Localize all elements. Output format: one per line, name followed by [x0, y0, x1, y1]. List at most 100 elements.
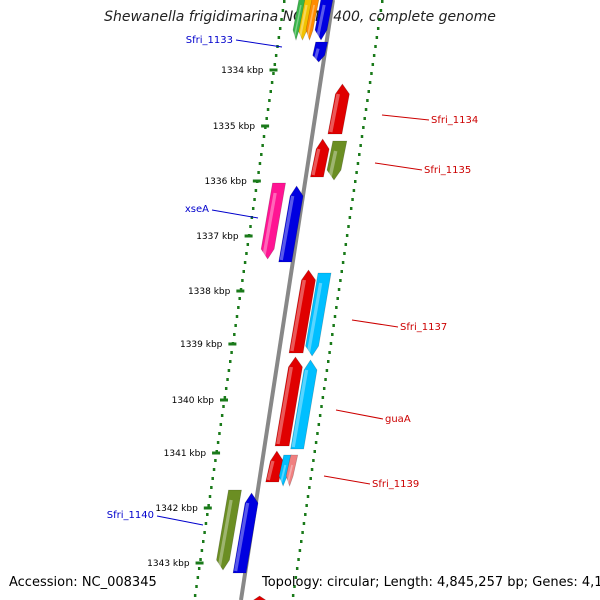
left-tick-dot — [278, 27, 282, 30]
gene-label-sfri_1135[interactable]: Sfri_1135 — [424, 165, 471, 176]
gene-bar-xsea-blue-shine — [279, 195, 295, 261]
right-tick-dot — [294, 576, 298, 579]
right-tick-dot — [324, 378, 327, 381]
backbone-line — [239, 0, 335, 600]
right-tick-dot — [348, 216, 352, 219]
left-tick-dot — [222, 405, 225, 408]
left-tick-dot — [197, 567, 201, 570]
right-tick-dot — [358, 153, 361, 156]
left-tick-dot — [210, 486, 213, 489]
right-tick-dot — [351, 198, 354, 201]
right-tick-dot — [325, 369, 329, 372]
gene-bar-top-green-shine — [293, 4, 302, 39]
gene-bar-sfri1135-shine — [328, 150, 338, 179]
right-tick-dot — [360, 135, 364, 138]
gene-bar-bottom-red — [253, 595, 267, 600]
kbp-label: 1343 kbp — [147, 559, 190, 569]
gene-leader-line — [381, 114, 430, 121]
gene-label-sfri_1139[interactable]: Sfri_1139 — [372, 479, 419, 490]
kbp-label: 1339 kbp — [180, 340, 223, 350]
gene-label-xsea[interactable]: xseA — [185, 204, 209, 215]
right-tick-dot — [314, 441, 318, 444]
gene-bar-pink-small — [285, 454, 299, 487]
right-tick-dot — [341, 261, 345, 264]
right-tick-dot — [308, 486, 311, 489]
left-tick-dot — [200, 549, 204, 552]
left-tick-dot — [203, 531, 206, 534]
right-tick-dot — [345, 234, 349, 237]
right-tick-dot — [312, 459, 315, 462]
backbone — [239, 0, 335, 600]
gene-bar-xsea-blue — [278, 185, 304, 263]
kbp-label: 1338 kbp — [188, 287, 231, 297]
gene-bar-sfri1137-cyan — [305, 272, 332, 357]
kbp-major-tick — [195, 561, 204, 565]
gene-bar-top-yellow-shine — [298, 4, 308, 39]
left-tick-dot — [207, 504, 210, 507]
left-tick-dot — [272, 72, 275, 75]
gene-bar-sfri1137-red-shape — [288, 269, 316, 354]
right-tick-dot — [336, 297, 339, 300]
left-tick-dot — [258, 162, 262, 165]
gene-bar-red-small-shine — [266, 460, 275, 481]
right-tick-dot — [318, 414, 322, 417]
right-tick-dot — [359, 144, 362, 147]
kbp-label: 1335 kbp — [213, 122, 256, 132]
gene-bar-top-blue — [314, 0, 334, 41]
gene-label-sfri_1140[interactable]: Sfri_1140 — [107, 510, 154, 521]
left-tick-dot — [235, 315, 239, 318]
left-tick-dot — [214, 459, 217, 462]
gene-leader-line — [335, 409, 384, 420]
left-tick-dot — [281, 9, 285, 12]
left-tick-dot — [273, 63, 277, 66]
left-tick-dot — [268, 99, 271, 102]
left-tick-dot — [242, 270, 245, 273]
right-tick-dot — [333, 315, 337, 318]
left-tick-dot — [249, 225, 252, 228]
gene-label-sfri_1134[interactable]: Sfri_1134 — [431, 115, 478, 126]
right-tick-dot — [291, 594, 295, 597]
kbp-major-tick — [244, 234, 253, 238]
right-tick-track — [291, 0, 384, 597]
kbp-label: 1337 kbp — [196, 232, 239, 242]
gene-bar-red-small-shape — [265, 450, 284, 483]
gene-bar-sfri1134-shape — [327, 83, 350, 135]
right-tick-dot — [349, 207, 353, 210]
gene-bar-sfri1140-blue-shape — [232, 492, 259, 574]
gene-leader-line — [323, 475, 371, 485]
gene-leader-line — [211, 209, 259, 219]
kbp-major-tick — [261, 124, 270, 128]
right-tick-dot — [310, 468, 314, 471]
gene-bar-guaa-red-shine — [276, 366, 293, 445]
gene-bar-red-small — [265, 450, 284, 483]
gene-bar-sfri1134-shine — [328, 93, 340, 133]
right-tick-dot — [381, 0, 384, 3]
gene-label-sfri_1137[interactable]: Sfri_1137 — [400, 322, 447, 333]
gene-features — [216, 0, 350, 600]
left-tick-dot — [220, 414, 224, 417]
right-tick-dot — [327, 360, 330, 363]
right-tick-dot — [329, 342, 333, 345]
gene-bar-cyan-small-shine — [279, 464, 287, 485]
gene-label-sfri_1133[interactable]: Sfri_1133 — [186, 35, 233, 46]
left-tick-dot — [193, 594, 197, 597]
kbp-major-tick — [220, 398, 228, 402]
right-tick-dot — [368, 81, 372, 84]
gene-bar-red-b-shape — [310, 138, 330, 178]
gene-bar-sfri1135-shape — [326, 140, 348, 181]
gene-leader-line — [156, 515, 204, 526]
right-tick-dot — [304, 513, 307, 516]
gene-bar-sfri1137-red — [288, 269, 316, 354]
gene-bar-xsea-blue-shape — [278, 185, 304, 263]
gene-label-guaa[interactable]: guaA — [385, 414, 411, 425]
gene-bar-red-b-shine — [311, 148, 321, 176]
kbp-label: 1341 kbp — [164, 449, 207, 459]
left-tick-dot — [230, 351, 233, 354]
right-tick-dot — [335, 306, 338, 309]
right-tick-dot — [293, 585, 296, 588]
right-tick-dot — [337, 288, 341, 291]
right-tick-dot — [301, 531, 304, 534]
right-tick-dot — [363, 117, 366, 120]
gene-bar-xsea-pink-shape — [260, 182, 286, 260]
right-tick-dot — [378, 18, 381, 21]
